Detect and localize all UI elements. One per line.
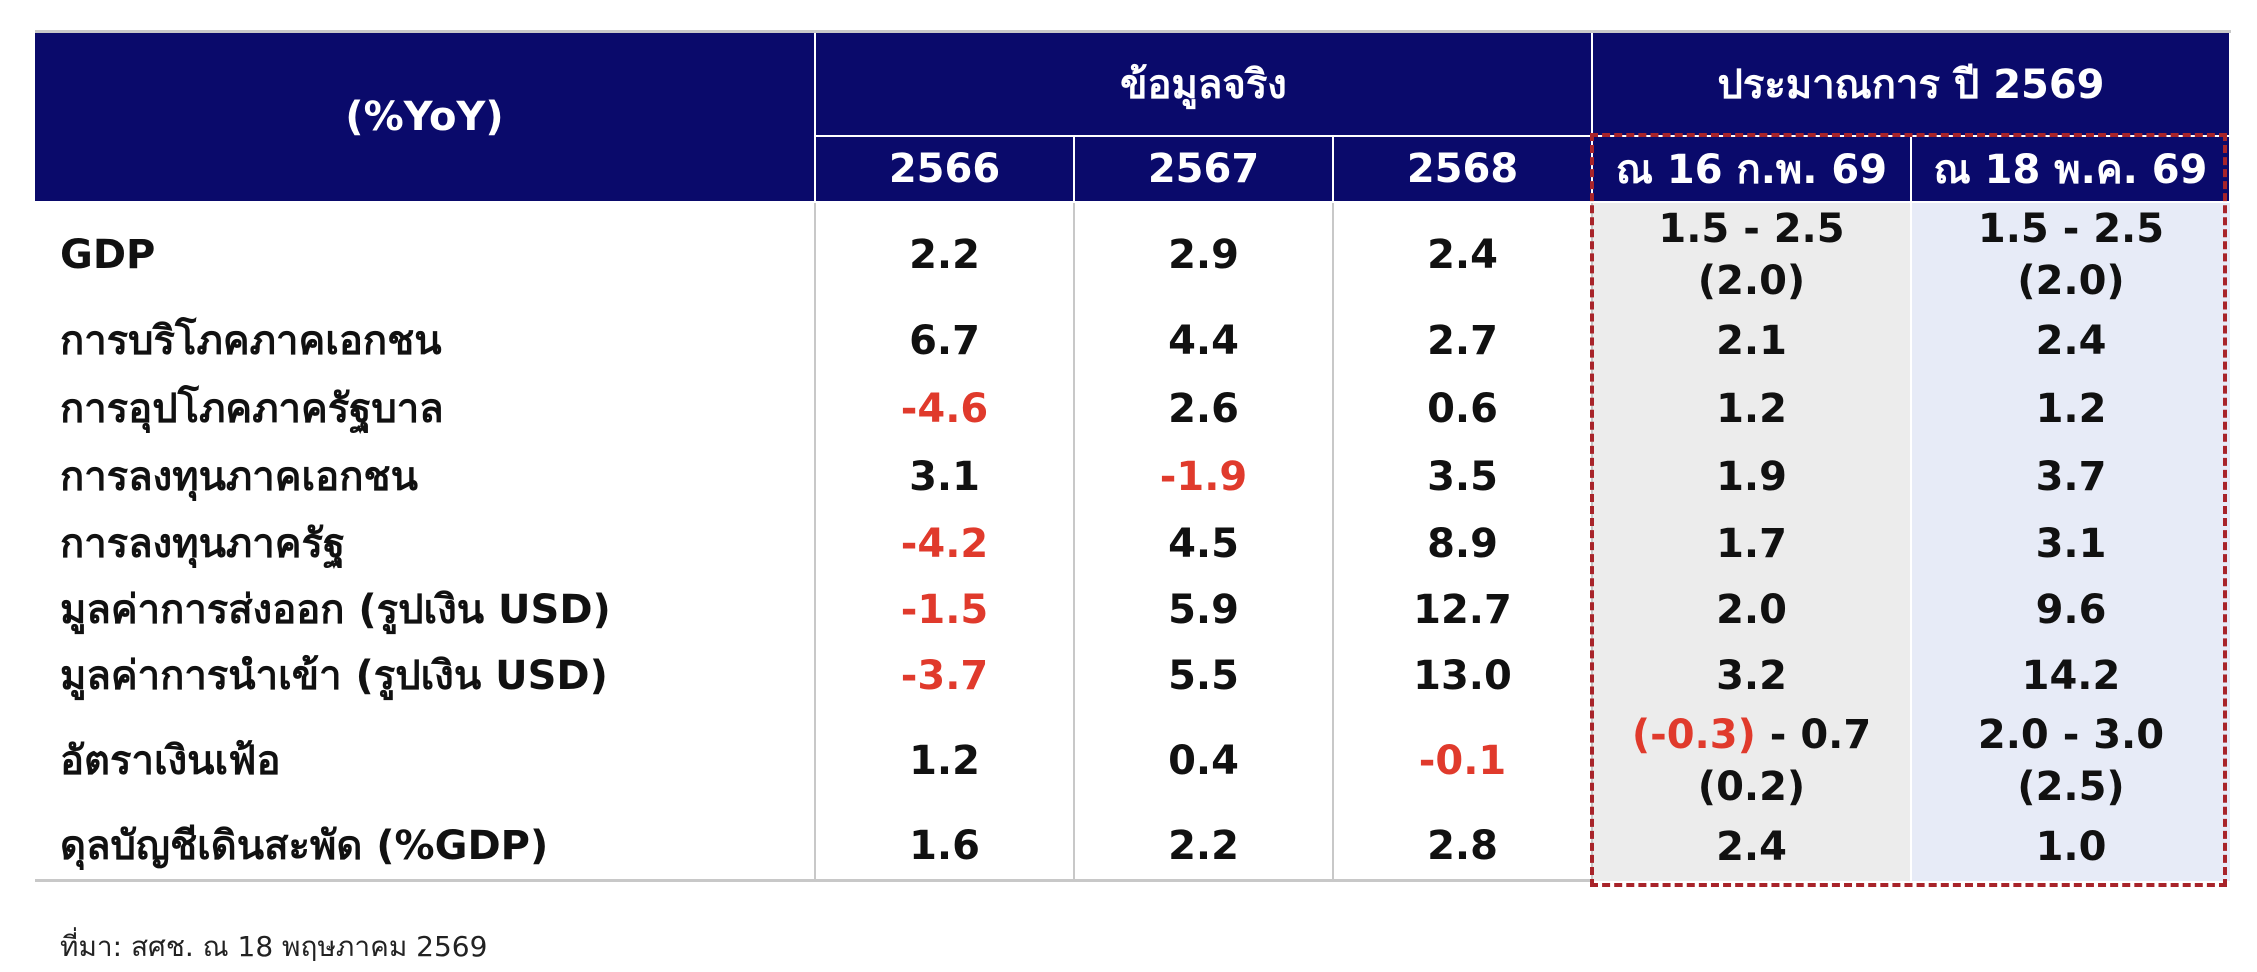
row-label: มูลค่าการนำเข้า (รูปเงิน USD) <box>60 653 608 699</box>
forecast-midpoint: (0.2) <box>1697 764 1806 810</box>
cell-2568: 2.4 <box>1332 202 1592 307</box>
row-label: การลงทุนภาคเอกชน <box>60 454 418 500</box>
forecast-midpoint: (2.0) <box>2017 258 2125 304</box>
cell-2566: -4.6 <box>814 375 1074 443</box>
cell-2566: -3.7 <box>814 643 1074 709</box>
row-label: GDP <box>60 232 156 278</box>
cell-forecast-feb: 1.5 - 2.5 (2.0) <box>1591 202 1911 307</box>
cell-2566: 2.2 <box>814 202 1074 307</box>
cell-2567: 4.5 <box>1073 511 1333 577</box>
cell-2568: 8.9 <box>1332 511 1592 577</box>
cell-forecast-may: 1.5 - 2.5 (2.0) <box>1910 202 2230 307</box>
header-forecast-may: ณ 18 พ.ค. 69 <box>1910 135 2231 203</box>
header-year-2566: 2566 <box>814 135 1075 203</box>
cell-forecast-may: 1.2 <box>1910 375 2230 443</box>
cell-forecast-may: 3.7 <box>1910 443 2230 511</box>
header-actual-group: ข้อมูลจริง <box>814 30 1593 137</box>
cell-2568: 12.7 <box>1332 577 1592 643</box>
cell-forecast-may: 3.1 <box>1910 511 2230 577</box>
table-row: การลงทุนภาครัฐ -4.2 4.5 8.9 1.7 3.1 <box>35 511 2230 577</box>
cell-2568: 13.0 <box>1332 643 1592 709</box>
forecast-midpoint: (2.5) <box>2017 764 2125 810</box>
header-label: (%YoY) <box>35 30 816 203</box>
row-label: การลงทุนภาครัฐ <box>60 521 346 567</box>
cell-2568: -0.1 <box>1332 709 1592 813</box>
row-label: ดุลบัญชีเดินสะพัด (%GDP) <box>35 813 815 882</box>
cell-2566: 3.1 <box>814 443 1074 511</box>
forecast-range: 2.0 - 3.0 <box>1977 712 2165 758</box>
cell-2567: -1.9 <box>1073 443 1333 511</box>
forecast-range: 1.5 - 2.5 <box>1977 206 2165 252</box>
cell-2568: 0.6 <box>1332 375 1592 443</box>
cell-forecast-feb: 1.2 <box>1591 375 1911 443</box>
table-row: ดุลบัญชีเดินสะพัด (%GDP) 1.6 2.2 2.8 2.4… <box>35 813 2230 882</box>
gdp-forecast-table: (%YoY) ข้อมูลจริง ประมาณการ ปี 2569 2566… <box>35 30 2231 882</box>
table-row: การลงทุนภาคเอกชน 3.1 -1.9 3.5 1.9 3.7 <box>35 443 2230 511</box>
table-row: การบริโภคภาคเอกชน 6.7 4.4 2.7 2.1 2.4 <box>35 307 2230 375</box>
cell-2566: 1.2 <box>814 709 1074 813</box>
source-note: ที่มา: สศช. ณ 18 พฤษภาคม 2569 <box>60 930 488 963</box>
header-forecast-group: ประมาณการ ปี 2569 <box>1591 30 2231 137</box>
header-year-2567: 2567 <box>1073 135 1334 203</box>
cell-2566: 6.7 <box>814 307 1074 375</box>
row-label: มูลค่าการส่งออก (รูปเงิน USD) <box>60 587 611 633</box>
cell-2567: 2.6 <box>1073 375 1333 443</box>
cell-forecast-feb: 2.1 <box>1591 307 1911 375</box>
cell-2567: 2.2 <box>1073 813 1333 882</box>
cell-forecast-feb: 1.9 <box>1591 443 1911 511</box>
cell-forecast-feb: 2.0 <box>1591 577 1911 643</box>
forecast-range-low: (-0.3) <box>1631 712 1756 758</box>
cell-forecast-feb: 3.2 <box>1591 643 1911 709</box>
table-row: อัตราเงินเฟ้อ 1.2 0.4 -0.1 (-0.3) - 0.7 … <box>35 709 2230 813</box>
table-row: มูลค่าการนำเข้า (รูปเงิน USD) -3.7 5.5 1… <box>35 643 2230 709</box>
cell-forecast-feb: (-0.3) - 0.7 (0.2) <box>1591 709 1911 813</box>
cell-forecast-may: 9.6 <box>1910 577 2230 643</box>
cell-2567: 5.5 <box>1073 643 1333 709</box>
table-row: มูลค่าการส่งออก (รูปเงิน USD) -1.5 5.9 1… <box>35 577 2230 643</box>
forecast-range: 1.5 - 2.5 <box>1658 206 1845 252</box>
cell-2567: 4.4 <box>1073 307 1333 375</box>
cell-2566: -1.5 <box>814 577 1074 643</box>
cell-2567: 5.9 <box>1073 577 1333 643</box>
cell-2566: -4.2 <box>814 511 1074 577</box>
cell-2568: 2.7 <box>1332 307 1592 375</box>
cell-forecast-feb: 1.7 <box>1591 511 1911 577</box>
cell-2567: 0.4 <box>1073 709 1333 813</box>
forecast-midpoint: (2.0) <box>1697 258 1806 304</box>
table-row: GDP 2.2 2.9 2.4 1.5 - 2.5 (2.0) 1.5 - 2.… <box>35 202 2230 307</box>
cell-2568: 2.8 <box>1332 813 1592 882</box>
header-forecast-feb: ณ 16 ก.พ. 69 <box>1591 135 1912 203</box>
cell-forecast-may: 2.4 <box>1910 307 2230 375</box>
cell-forecast-may: 14.2 <box>1910 643 2230 709</box>
header-year-2568: 2568 <box>1332 135 1593 203</box>
cell-2566: 1.6 <box>814 813 1074 882</box>
cell-2567: 2.9 <box>1073 202 1333 307</box>
cell-2568: 3.5 <box>1332 443 1592 511</box>
row-label: การอุปโภคภาครัฐบาล <box>60 386 444 432</box>
forecast-range: (-0.3) - 0.7 <box>1593 709 1910 761</box>
forecast-range-high: - 0.7 <box>1755 712 1872 758</box>
row-label: อัตราเงินเฟ้อ <box>60 738 281 784</box>
cell-forecast-may: 1.0 <box>1910 813 2230 881</box>
cell-forecast-feb: 2.4 <box>1591 813 1911 881</box>
row-label: การบริโภคภาคเอกชน <box>60 318 442 364</box>
table-row: การอุปโภคภาครัฐบาล -4.6 2.6 0.6 1.2 1.2 <box>35 375 2230 443</box>
cell-forecast-may: 2.0 - 3.0 (2.5) <box>1910 709 2230 813</box>
